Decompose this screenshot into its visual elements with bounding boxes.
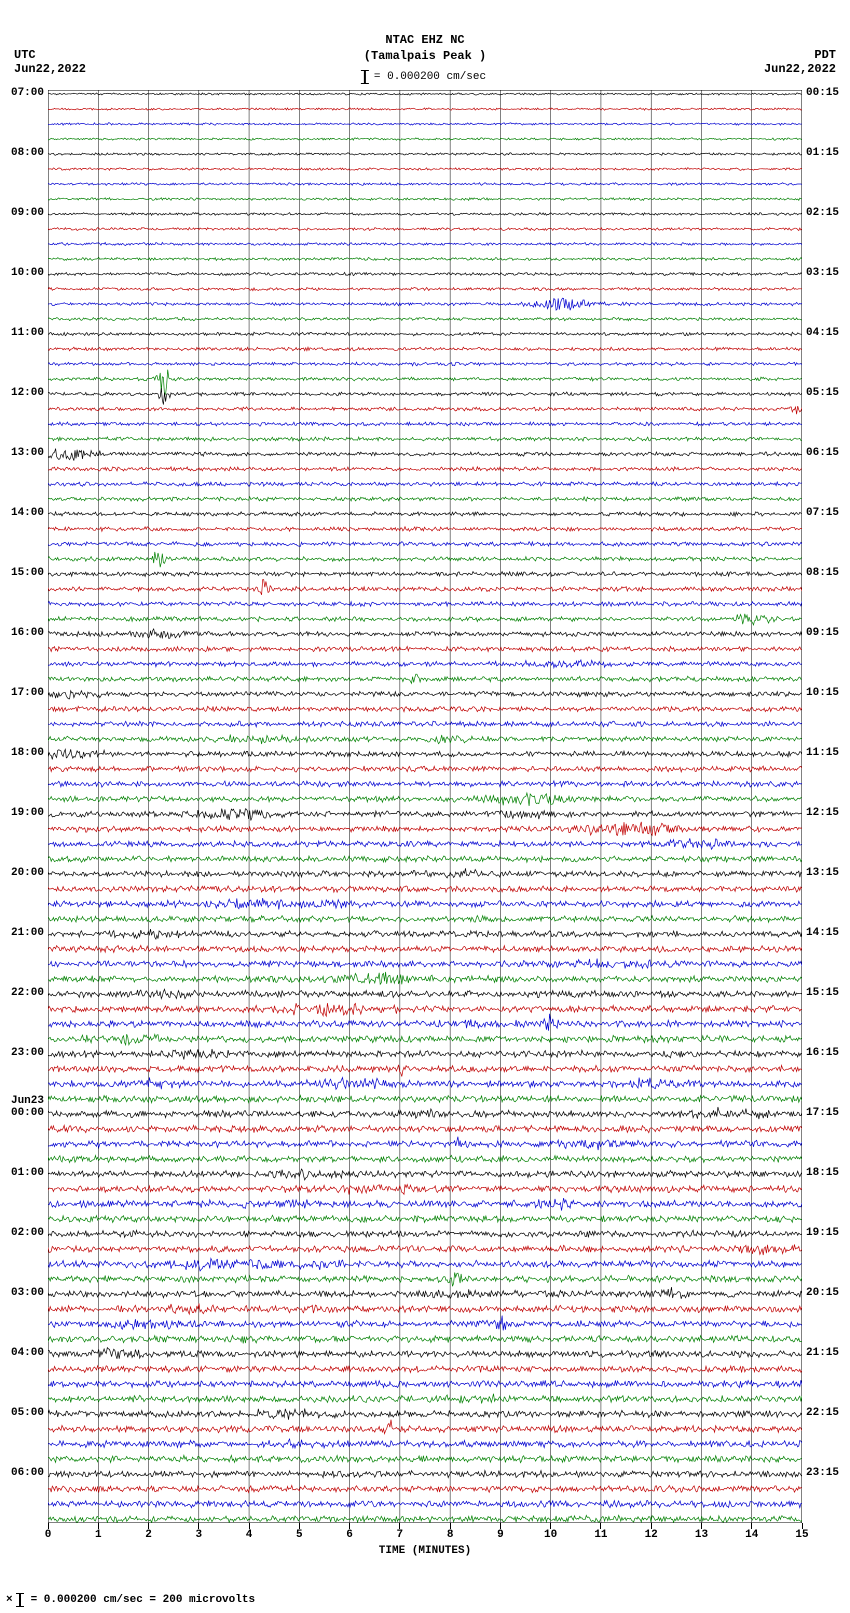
left-time-label: 13:00 [11, 447, 44, 459]
left-time-label: 22:00 [11, 987, 44, 999]
x-tick-mark [550, 1523, 551, 1529]
right-time-label: 10:15 [806, 687, 839, 699]
x-tick-mark [802, 1523, 803, 1529]
right-time-label: 04:15 [806, 327, 839, 339]
left-time-label: 04:00 [11, 1347, 44, 1359]
x-tick-label: 2 [145, 1529, 152, 1541]
right-time-label: 06:15 [806, 447, 839, 459]
left-time-label: 12:00 [11, 387, 44, 399]
x-tick-label: 5 [296, 1529, 303, 1541]
left-time-label: 20:00 [11, 867, 44, 879]
left-time-label: Jun23 [11, 1095, 44, 1107]
right-time-label: 11:15 [806, 747, 839, 759]
x-tick-mark [651, 1523, 652, 1529]
x-tick-label: 4 [246, 1529, 253, 1541]
location-label: (Tamalpais Peak ) [0, 48, 850, 64]
x-tick-mark [48, 1523, 49, 1529]
right-time-label: 03:15 [806, 267, 839, 279]
right-time-label: 16:15 [806, 1047, 839, 1059]
left-time-label: 06:00 [11, 1467, 44, 1479]
x-tick-mark [600, 1523, 601, 1529]
right-time-label: 08:15 [806, 567, 839, 579]
scale-indicator: = 0.000200 cm/sec [364, 70, 486, 84]
x-tick-mark [349, 1523, 350, 1529]
x-tick-label: 11 [594, 1529, 607, 1541]
left-time-label: 03:00 [11, 1287, 44, 1299]
left-time-label: 21:00 [11, 927, 44, 939]
left-time-label: 16:00 [11, 627, 44, 639]
station-label: NTAC EHZ NC [0, 32, 850, 48]
x-axis-title: TIME (MINUTES) [0, 1545, 850, 1557]
x-tick-label: 6 [346, 1529, 353, 1541]
footer-prefix: × [6, 1594, 13, 1606]
right-time-label: 20:15 [806, 1287, 839, 1299]
x-tick-label: 3 [195, 1529, 202, 1541]
x-tick-label: 8 [447, 1529, 454, 1541]
left-time-label: 15:00 [11, 567, 44, 579]
left-time-label: 08:00 [11, 147, 44, 159]
right-time-label: 00:15 [806, 87, 839, 99]
x-tick-label: 13 [695, 1529, 708, 1541]
right-time-label: 07:15 [806, 507, 839, 519]
x-tick-mark [450, 1523, 451, 1529]
left-time-label: 19:00 [11, 807, 44, 819]
scale-bar-icon [364, 70, 366, 84]
footer-text: = 0.000200 cm/sec = 200 microvolts [31, 1594, 255, 1606]
right-time-label: 12:15 [806, 807, 839, 819]
x-tick-mark [500, 1523, 501, 1529]
right-date-label: Jun22,2022 [764, 62, 836, 76]
left-time-label: 11:00 [11, 327, 44, 339]
left-time-label: 01:00 [11, 1167, 44, 1179]
x-tick-label: 12 [645, 1529, 658, 1541]
right-time-label: 18:15 [806, 1167, 839, 1179]
right-time-label: 14:15 [806, 927, 839, 939]
x-tick-mark [198, 1523, 199, 1529]
left-time-label: 02:00 [11, 1227, 44, 1239]
x-tick-mark [249, 1523, 250, 1529]
right-time-label: 22:15 [806, 1407, 839, 1419]
footer-scale: × = 0.000200 cm/sec = 200 microvolts [6, 1593, 255, 1607]
right-time-label: 17:15 [806, 1107, 839, 1119]
x-tick-mark [399, 1523, 400, 1529]
x-tick-mark [148, 1523, 149, 1529]
right-time-label: 01:15 [806, 147, 839, 159]
left-time-label: 17:00 [11, 687, 44, 699]
left-time-label: 10:00 [11, 267, 44, 279]
left-time-label: 23:00 [11, 1047, 44, 1059]
right-time-label: 23:15 [806, 1467, 839, 1479]
right-time-label: 13:15 [806, 867, 839, 879]
x-tick-label: 1 [95, 1529, 102, 1541]
left-time-label: 09:00 [11, 207, 44, 219]
x-tick-mark [299, 1523, 300, 1529]
left-time-label: 05:00 [11, 1407, 44, 1419]
x-tick-label: 14 [745, 1529, 758, 1541]
x-tick-label: 9 [497, 1529, 504, 1541]
x-tick-label: 15 [795, 1529, 808, 1541]
x-tick-label: 7 [397, 1529, 404, 1541]
right-time-label: 19:15 [806, 1227, 839, 1239]
right-time-label: 09:15 [806, 627, 839, 639]
seismogram-page: UTC Jun22,2022 PDT Jun22,2022 NTAC EHZ N… [0, 0, 850, 1613]
left-time-label: 00:00 [11, 1107, 44, 1119]
left-time-label: 14:00 [11, 507, 44, 519]
seismogram-svg [48, 90, 802, 1523]
seismogram-plot [48, 90, 802, 1523]
left-date-label: Jun22,2022 [14, 62, 86, 76]
scale-text: = 0.000200 cm/sec [374, 71, 486, 83]
x-tick-mark [98, 1523, 99, 1529]
left-time-label: 07:00 [11, 87, 44, 99]
header-center: NTAC EHZ NC (Tamalpais Peak ) [0, 32, 850, 64]
right-time-label: 05:15 [806, 387, 839, 399]
right-time-label: 02:15 [806, 207, 839, 219]
right-time-label: 15:15 [806, 987, 839, 999]
right-time-label: 21:15 [806, 1347, 839, 1359]
x-tick-mark [751, 1523, 752, 1529]
footer-scale-bar-icon [19, 1593, 21, 1607]
x-tick-mark [701, 1523, 702, 1529]
x-tick-label: 0 [45, 1529, 52, 1541]
left-time-label: 18:00 [11, 747, 44, 759]
x-tick-label: 10 [544, 1529, 557, 1541]
